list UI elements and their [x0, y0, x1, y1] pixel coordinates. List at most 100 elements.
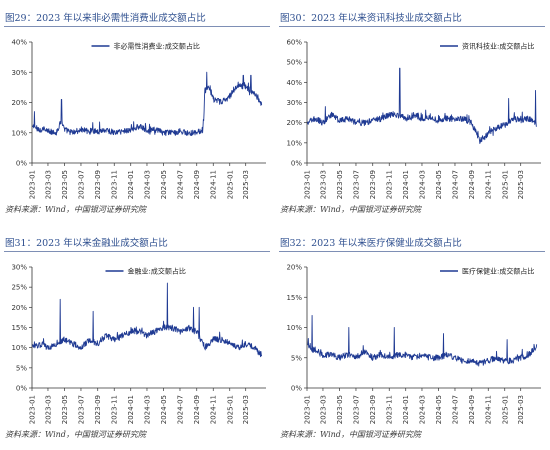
source-note: 资料来源：Wind，中国银河证券研究院: [5, 430, 146, 439]
x-tick-label: 2024-09: [468, 170, 476, 199]
legend-label: 资讯科技业:成交额占比: [462, 42, 534, 51]
y-tick-label: 10%: [286, 324, 302, 332]
y-tick-label: 15%: [11, 324, 27, 332]
source-note: 资料来源：Wind，中国银河证券研究院: [5, 205, 146, 214]
legend-label: 医疗保健业:成交额占比: [462, 267, 534, 276]
y-tick-label: 60%: [286, 39, 302, 47]
figure-title: 图29：2023 年以来非必需性消费业成交额占比: [5, 13, 206, 24]
x-tick-label: 2024-05: [435, 170, 443, 199]
series-line: [32, 282, 263, 358]
x-tick-label: 2024-03: [418, 395, 426, 424]
y-tick-label: 30%: [11, 69, 27, 77]
y-tick-label: 0%: [16, 385, 27, 393]
y-tick-label: 10%: [286, 139, 302, 147]
x-tick-label: 2024-11: [485, 170, 493, 199]
x-tick-label: 2023-09: [94, 170, 102, 199]
x-tick-label: 2025-01: [501, 170, 509, 199]
series-line: [307, 314, 538, 367]
y-tick-label: 20%: [11, 99, 27, 107]
x-tick-label: 2023-03: [44, 395, 52, 424]
x-tick-label: 2023-07: [77, 395, 85, 424]
x-tick-label: 2025-03: [242, 395, 250, 424]
x-tick-label: 2023-01: [304, 395, 312, 424]
x-tick-label: 2024-01: [127, 170, 135, 199]
y-tick-label: 0%: [291, 160, 302, 168]
series-line: [32, 71, 263, 137]
x-tick-label: 2025-03: [242, 170, 250, 199]
y-tick-label: 15%: [286, 294, 302, 302]
x-tick-label: 2024-07: [451, 395, 459, 424]
y-tick-label: 20%: [286, 119, 302, 127]
x-tick-label: 2023-09: [369, 170, 377, 199]
x-tick-label: 2024-11: [210, 395, 218, 424]
chart-panel-information-technology: 图30：2023 年以来资讯科技业成交额占比 0% 10% 20% 30% 40% 50%…: [275, 0, 550, 225]
x-tick-label: 2024-07: [176, 395, 184, 424]
line-chart: 0% 10% 20% 30% 40% 2023-01 2023-03 2023-05 2023-…: [11, 39, 266, 199]
figure-title: 图30：2023 年以来资讯科技业成交额占比: [280, 13, 462, 24]
x-tick-label: 2024-01: [402, 170, 410, 199]
x-tick-label: 2023-11: [111, 170, 119, 199]
y-tick-label: 5%: [291, 354, 302, 362]
title-divider: [4, 251, 270, 252]
y-tick-label: 0%: [291, 385, 302, 393]
x-tick-label: 2024-05: [435, 395, 443, 424]
y-tick-label: 10%: [11, 344, 27, 352]
y-tick-label: 50%: [286, 59, 302, 67]
x-tick-label: 2024-05: [160, 170, 168, 199]
x-tick-label: 2024-09: [193, 170, 201, 199]
x-tick-label: 2023-03: [319, 395, 327, 424]
x-tick-label: 2024-01: [402, 395, 410, 424]
x-tick-label: 2024-07: [451, 170, 459, 199]
x-tick-label: 2023-07: [352, 395, 360, 424]
title-divider: [4, 26, 270, 27]
y-tick-label: 30%: [286, 99, 302, 107]
x-tick-label: 2023-01: [29, 170, 37, 199]
line-chart: 0% 5% 10% 15% 20% 25% 30% 2023-01 2023-03 2023-05…: [11, 264, 266, 424]
x-tick-label: 2024-03: [418, 170, 426, 199]
source-note: 资料来源：Wind，中国银河证券研究院: [280, 205, 421, 214]
legend-label: 非必需性消费业:成交额占比: [114, 42, 200, 51]
x-tick-label: 2024-03: [143, 170, 151, 199]
x-tick-label: 2023-11: [111, 395, 119, 424]
title-divider: [279, 26, 545, 27]
x-tick-label: 2023-07: [77, 170, 85, 199]
x-tick-label: 2025-01: [226, 170, 234, 199]
x-tick-label: 2023-05: [336, 395, 344, 424]
chart-panel-health-care: 图32：2023 年以来医疗保健业成交额占比 0% 5% 10% 15% 20% 2023…: [275, 225, 550, 450]
x-tick-label: 2023-11: [386, 170, 394, 199]
line-chart: 0% 5% 10% 15% 20% 2023-01 2023-03 2023-05 2023-0…: [286, 264, 541, 424]
source-note: 资料来源：Wind，中国银河证券研究院: [280, 430, 421, 439]
y-tick-label: 0%: [16, 160, 27, 168]
x-tick-label: 2023-05: [336, 170, 344, 199]
x-tick-label: 2024-11: [210, 170, 218, 199]
y-tick-label: 5%: [16, 364, 27, 372]
x-tick-label: 2023-03: [319, 170, 327, 199]
x-tick-label: 2023-07: [352, 170, 360, 199]
x-tick-label: 2025-03: [517, 170, 525, 199]
x-tick-label: 2025-03: [517, 395, 525, 424]
x-tick-label: 2023-05: [61, 395, 69, 424]
y-tick-label: 20%: [286, 264, 302, 272]
series-line: [307, 67, 537, 145]
x-tick-label: 2024-07: [176, 170, 184, 199]
x-tick-label: 2025-01: [501, 395, 509, 424]
line-chart: 0% 10% 20% 30% 40% 50% 60% 2023-01 2023-03 2023-0…: [286, 39, 541, 199]
legend-label: 金融业:成交额占比: [128, 267, 186, 276]
x-tick-label: 2023-09: [369, 395, 377, 424]
x-tick-label: 2024-01: [127, 395, 135, 424]
chart-panel-financials: 图31：2023 年以来金融业成交额占比 0% 5% 10% 15% 20% 25% 30%…: [0, 225, 275, 450]
y-tick-label: 25%: [11, 284, 27, 292]
y-tick-label: 40%: [286, 79, 302, 87]
title-divider: [279, 251, 545, 252]
y-tick-label: 10%: [11, 129, 27, 137]
x-tick-label: 2025-01: [226, 395, 234, 424]
y-tick-label: 40%: [11, 39, 27, 47]
x-tick-label: 2023-03: [44, 170, 52, 199]
x-tick-label: 2023-05: [61, 170, 69, 199]
figure-title: 图32：2023 年以来医疗保健业成交额占比: [280, 238, 462, 249]
y-tick-label: 20%: [11, 304, 27, 312]
x-tick-label: 2024-11: [485, 395, 493, 424]
x-tick-label: 2024-05: [160, 395, 168, 424]
figure-title: 图31：2023 年以来金融业成交额占比: [5, 238, 168, 249]
x-tick-label: 2023-09: [94, 395, 102, 424]
